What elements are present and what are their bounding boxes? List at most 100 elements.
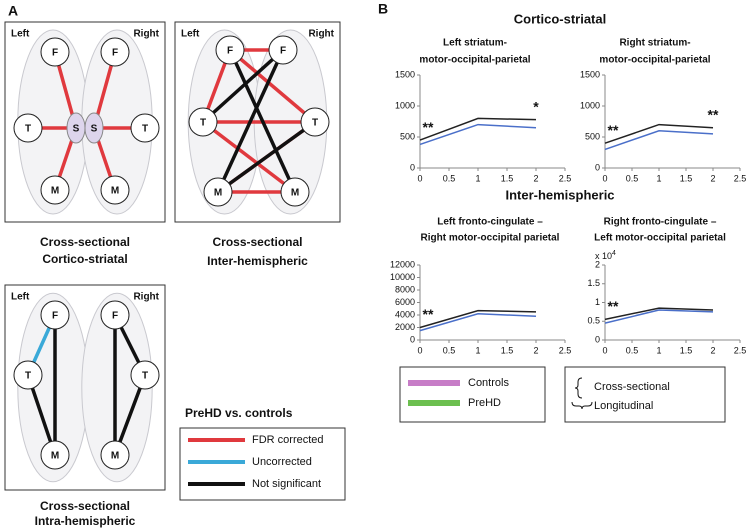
significance-mark: ** [608,298,619,314]
node-label: M [51,451,59,462]
x-tick-label: 2.5 [559,173,572,183]
x-tick-label: 1 [475,173,480,183]
x-tick-label: 0.5 [443,173,456,183]
diagram-caption: Intra-hemispheric [35,514,136,528]
legend-box [564,366,726,423]
y-tick-label: 4000 [395,309,415,319]
hemisphere-label: Left [11,29,30,40]
x-tick-label: 0 [602,173,607,183]
y-tick-label: 1500 [395,69,415,79]
brace-symbol [571,401,593,410]
x-tick-label: 0.5 [626,173,639,183]
node-label: F [52,311,58,322]
node [203,177,233,207]
mean-line [419,309,537,329]
legend-label: Cross-sectional [594,381,670,393]
y-tick-label: 10000 [390,272,415,282]
panel-label: A [8,3,18,19]
significance-mark: * [533,98,539,114]
node-label: T [25,371,31,382]
mean-line [604,309,714,324]
legend-label: Uncorrected [252,456,312,468]
node [40,300,70,330]
chart-title: Right fronto-cingulate – [604,217,717,228]
legend-label: Not significant [252,478,321,490]
chart-title: Left fronto-cingulate – [437,217,543,228]
node [268,35,298,65]
node-label: F [280,46,286,57]
y-tick-label: 0 [595,162,600,172]
hemisphere-label: Right [308,29,334,40]
legend-box [179,427,346,501]
diagram-caption: Cross-sectional [212,235,302,249]
diagram-caption: Cross-sectional [40,499,130,513]
node [300,107,330,137]
x-tick-label: 2.5 [734,345,747,355]
mean-line [604,130,714,151]
node-label: M [111,451,119,462]
hemisphere-label: Left [11,292,30,303]
x-tick-label: 2 [710,173,715,183]
section-title: Inter-hemispheric [505,187,614,202]
y-tick-label: 2000 [395,322,415,332]
node-label: F [112,48,118,59]
x-tick-label: 1.5 [680,345,693,355]
node [130,360,160,390]
chart-title: Right motor-occipital parietal [421,233,560,244]
mean-line [419,117,537,141]
section-title: Cortico-striatal [514,11,606,26]
chart-title: motor-occipital-parietal [419,55,530,66]
y-tick-label: 1000 [395,100,415,110]
x-tick-label: 1 [656,345,661,355]
significance-mark: ** [708,106,719,122]
diagram-caption: Inter-hemispheric [207,254,308,268]
x-tick-label: 0.5 [443,345,456,355]
significance-mark: ** [423,119,434,135]
x-tick-label: 0 [417,345,422,355]
hemisphere-label: Right [133,29,159,40]
diagram-caption: Cross-sectional [40,235,130,249]
node-label: M [51,186,59,197]
legend-box [399,366,546,423]
hemisphere-label: Left [181,29,200,40]
mean-line [419,123,537,146]
significance-mark: ** [608,122,619,138]
node-label: T [200,118,206,129]
connection [228,48,317,124]
node-label: M [291,188,299,199]
x-tick-label: 1.5 [501,173,514,183]
node [100,37,130,67]
node [13,113,43,143]
node-label: S [73,124,80,135]
legend-label: PreHD [468,397,501,409]
y-tick-label: 8000 [395,284,415,294]
hemisphere-label: Right [133,292,159,303]
node-label: T [142,371,148,382]
y-tick-label: 0.5 [587,316,600,326]
y-tick-label: 0 [595,334,600,344]
node [130,113,160,143]
node-label: T [25,124,31,135]
legend-title: PreHD vs. controls [185,406,293,420]
x-tick-label: 0 [417,173,422,183]
x-tick-label: 2 [533,173,538,183]
connection [216,120,317,194]
node [84,112,104,144]
legend-label: Controls [468,377,509,389]
x-tick-label: 1.5 [501,345,514,355]
node-label: F [112,311,118,322]
y-tick-label: 1500 [580,69,600,79]
chart-title: Left striatum- [443,38,507,49]
node [40,175,70,205]
chart-title: Left motor-occipital parietal [594,233,726,244]
node [100,440,130,470]
y-tick-label: 12000 [390,259,415,269]
node [280,177,310,207]
x-tick-label: 0 [602,345,607,355]
y-scale-exponent: 4 [612,250,616,257]
y-tick-label: 1 [595,297,600,307]
y-scale-base: x 10 [595,251,612,261]
panel-label: B [378,1,388,17]
y-tick-label: 1.5 [587,278,600,288]
